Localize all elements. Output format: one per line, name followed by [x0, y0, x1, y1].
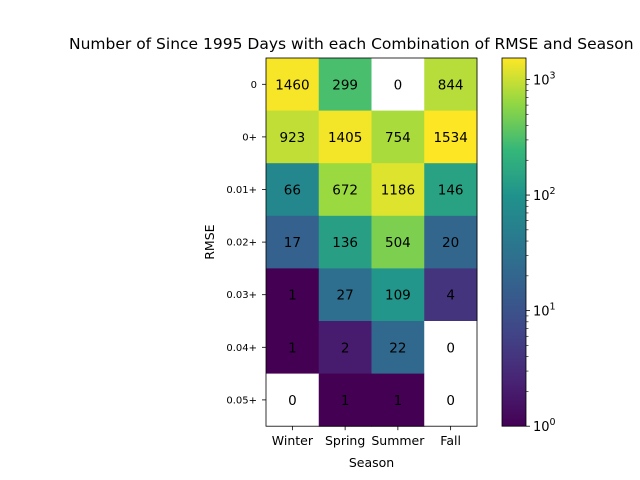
- colorbar-tick-label: 100: [533, 417, 556, 435]
- y-axis: 0 0+ 0.01+ 0.02+ 0.03+ 0.04+ 0.05+: [226, 80, 266, 406]
- colorbar-tick-base: 10: [533, 73, 550, 88]
- cell-value-label: 0: [446, 340, 455, 356]
- heatmap-cell: [266, 373, 320, 427]
- cell-value-label: 1: [394, 393, 403, 409]
- heatmap-cell: [266, 58, 320, 112]
- cell-value-label: 2: [341, 340, 350, 356]
- colorbar-tick-label: 103: [533, 70, 556, 88]
- heatmap-cell: [371, 58, 425, 112]
- y-tick-label: 0.03+: [226, 290, 257, 301]
- colorbar-tick-label: 102: [533, 186, 556, 204]
- cell-value-label: 1: [288, 288, 297, 304]
- heatmap-cell: [266, 163, 320, 217]
- y-tick-label: 0.02+: [226, 238, 257, 249]
- cell-value-label: 146: [438, 183, 464, 199]
- chart-title: Number of Since 1995 Days with each Comb…: [69, 35, 634, 53]
- cell-value-label: 504: [385, 235, 411, 251]
- cell-value-label: 1405: [328, 130, 362, 146]
- x-tick-label: Summer: [371, 433, 425, 448]
- cell-value-label: 844: [438, 77, 464, 93]
- colorbar-tick-exponent: 2: [550, 186, 556, 197]
- colorbar-tick-base: 10: [533, 189, 550, 204]
- heatmap-cell: [266, 215, 320, 269]
- heatmap-cell: [266, 268, 320, 322]
- heatmap-cell: [424, 58, 478, 112]
- colorbar-tick-exponent: 0: [550, 417, 556, 428]
- heatmap-cell: [424, 268, 478, 322]
- cell-value-label: 0: [394, 77, 403, 93]
- cell-value-label: 0: [288, 393, 297, 409]
- cell-value-label: 136: [332, 235, 358, 251]
- cell-value-label: 1534: [433, 130, 467, 146]
- cell-value-label: 0: [446, 393, 455, 409]
- x-tick-label: Winter: [272, 433, 314, 448]
- cell-value-label: 20: [442, 235, 459, 251]
- heatmap-cell: [318, 58, 372, 112]
- cell-value-label: 17: [284, 235, 301, 251]
- y-tick-label: 0+: [242, 132, 257, 143]
- heatmap-cell: [371, 110, 425, 164]
- y-tick-label: 0.04+: [226, 343, 257, 354]
- colorbar-tick-exponent: 3: [550, 70, 556, 81]
- y-axis-label: RMSE: [202, 224, 217, 259]
- colorbar-tick-label: 101: [533, 302, 556, 320]
- cell-value-label: 923: [279, 130, 305, 146]
- cell-value-labels: 1460 299 0 844 923 1405 754 1534 66 672 1186 146 17 1…: [275, 77, 468, 409]
- colorbar-gradient: [502, 58, 526, 427]
- cell-value-label: 1186: [381, 183, 415, 199]
- colorbar-tick-exponent: 1: [550, 302, 556, 313]
- heatmap-cell: [371, 321, 425, 375]
- heatmap-cell: [371, 215, 425, 269]
- colorbar-tick-base: 10: [533, 305, 550, 320]
- cell-value-label: 1: [288, 340, 297, 356]
- heatmap-cell: [266, 110, 320, 164]
- heatmap-cell: [424, 110, 478, 164]
- heatmap-cells: [265, 57, 478, 427]
- heatmap-cell: [424, 215, 478, 269]
- cell-value-label: 754: [385, 130, 411, 146]
- heatmap-cell: [424, 321, 478, 375]
- cell-value-label: 27: [337, 288, 354, 304]
- cell-value-label: 1: [341, 393, 350, 409]
- heatmap-cell: [266, 321, 320, 375]
- x-tick-label: Fall: [440, 433, 461, 448]
- x-tick-label: Spring: [325, 433, 365, 448]
- heatmap-cell: [371, 268, 425, 322]
- heatmap-cell: [318, 215, 372, 269]
- heatmap-cell: [371, 373, 425, 427]
- heatmap-cell: [424, 163, 478, 217]
- heatmap-cell: [318, 110, 372, 164]
- cell-value-label: 299: [332, 77, 358, 93]
- cell-value-label: 672: [332, 183, 358, 199]
- x-axis: Winter Spring Summer Fall: [272, 426, 461, 448]
- y-tick-label: 0: [251, 80, 257, 91]
- heatmap-cell: [318, 321, 372, 375]
- x-axis-label: Season: [349, 455, 394, 470]
- cell-value-label: 22: [389, 340, 406, 356]
- heatmap-cell: [424, 373, 478, 427]
- cell-value-label: 66: [284, 183, 301, 199]
- colorbar-frame: [501, 57, 527, 427]
- colorbar-tick-base: 10: [533, 420, 550, 435]
- y-tick-label: 0.01+: [226, 185, 257, 196]
- heatmap-cell: [318, 373, 372, 427]
- heatmap-cell: [318, 268, 372, 322]
- y-tick-label: 0.05+: [226, 395, 257, 406]
- heatmap-cell: [318, 163, 372, 217]
- cell-value-label: 1460: [275, 77, 309, 93]
- cell-value-label: 4: [446, 288, 455, 304]
- heatmap-cell: [371, 163, 425, 217]
- cell-value-label: 109: [385, 288, 411, 304]
